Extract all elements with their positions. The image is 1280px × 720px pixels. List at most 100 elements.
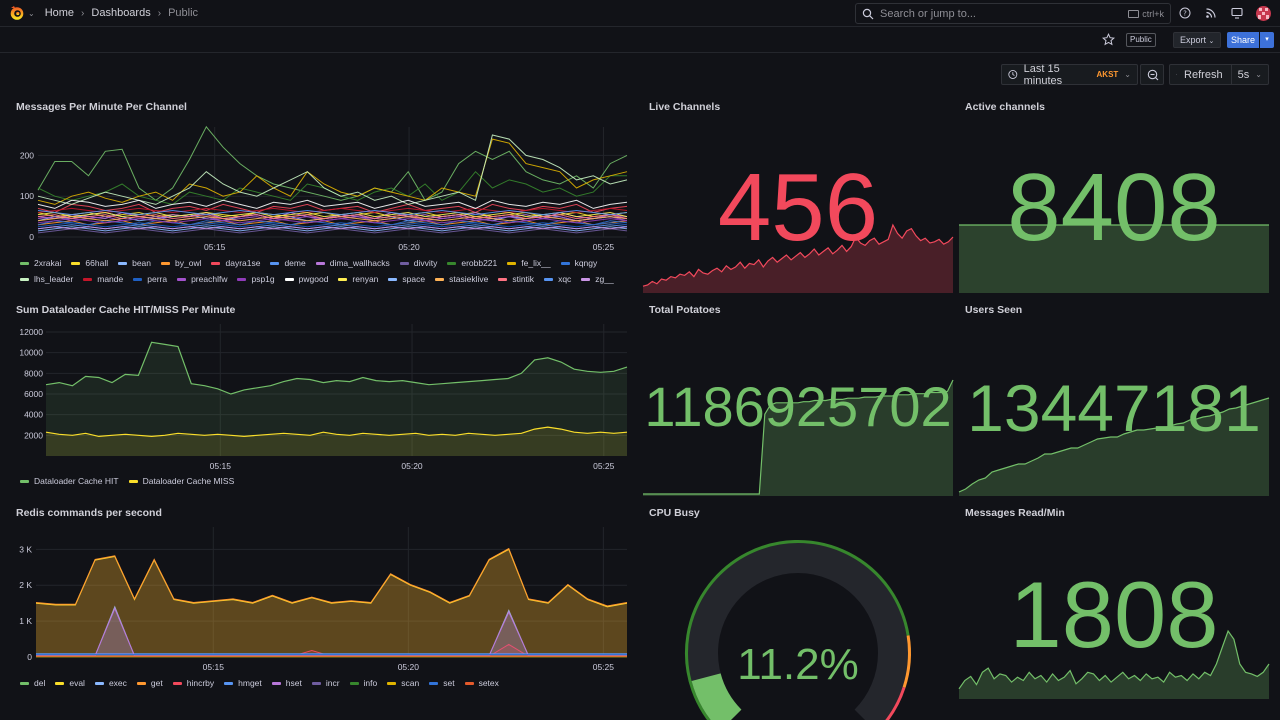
legend-swatch: [507, 261, 517, 265]
legend-item[interactable]: incr: [311, 678, 340, 688]
legend-label: erobb221: [461, 258, 498, 268]
legend-label: scan: [401, 678, 420, 688]
breadcrumb-home[interactable]: Home: [44, 7, 75, 19]
legend-item[interactable]: divvity: [399, 258, 437, 268]
legend-item[interactable]: set: [429, 678, 455, 688]
legend-item[interactable]: perra: [133, 274, 167, 284]
legend-item[interactable]: erobb221: [447, 258, 497, 268]
legend-swatch: [429, 681, 439, 685]
legend-item[interactable]: Dataloader Cache HIT: [20, 476, 119, 486]
legend-item[interactable]: psp1g: [237, 274, 275, 284]
series-line: [37, 224, 628, 230]
gauge-threshold-orange: [901, 635, 911, 688]
legend-swatch: [20, 261, 29, 265]
chevron-down-icon: ⌄: [1208, 38, 1215, 45]
legend-swatch: [464, 681, 474, 685]
legend-item[interactable]: 2xrakai: [20, 258, 61, 268]
legend-item[interactable]: xqc: [544, 274, 571, 284]
search-input[interactable]: Search or jump to... ctrl+k: [855, 3, 1171, 24]
legend-item[interactable]: del: [20, 678, 45, 688]
y-tick-label: 6000: [24, 389, 43, 399]
legend-label: 66hall: [85, 258, 109, 268]
series-line: [37, 228, 628, 234]
public-badge[interactable]: Public: [1126, 33, 1156, 47]
legend-swatch: [55, 681, 65, 685]
legend-item[interactable]: scan: [387, 678, 419, 688]
legend-item[interactable]: renyan: [338, 274, 378, 284]
legend-item[interactable]: lhs_leader: [20, 274, 73, 284]
refresh-interval[interactable]: 5s: [1237, 68, 1250, 81]
legend-item[interactable]: fe_lix__: [507, 258, 551, 268]
kiosk-monitor-icon[interactable]: [1231, 7, 1243, 19]
grafana-logo-icon[interactable]: [9, 5, 25, 21]
legend-item[interactable]: bean: [118, 258, 151, 268]
series-line: [37, 211, 628, 220]
legend-item[interactable]: space: [388, 274, 425, 284]
chevron-down-icon: ⌄: [1124, 70, 1131, 79]
legend-swatch: [237, 277, 247, 281]
legend-item[interactable]: deme: [270, 258, 306, 268]
legend-label: fe_lix__: [521, 258, 551, 268]
logo-chevron-down-icon[interactable]: ⌄: [28, 8, 35, 18]
legend-item[interactable]: stintik: [498, 274, 534, 284]
y-tick-label: 8000: [24, 368, 43, 378]
legend-item[interactable]: exec: [94, 678, 127, 688]
export-label: Export: [1180, 35, 1207, 45]
y-tick-label: 1 K: [19, 616, 32, 626]
legend-item[interactable]: hmget: [224, 678, 262, 688]
legend-swatch: [311, 681, 321, 685]
time-range-picker[interactable]: Last 15 minutes AKST ⌄: [1001, 63, 1138, 87]
messages-read-sparkline: [958, 629, 1270, 699]
series-line: [37, 125, 628, 201]
legend-swatch: [435, 277, 445, 281]
legend-swatch: [387, 681, 397, 685]
y-tick-label: 200: [20, 150, 34, 160]
legend-label: Dataloader Cache MISS: [142, 476, 235, 486]
breadcrumb-dashboards[interactable]: Dashboards: [91, 7, 151, 19]
series-line: [45, 426, 628, 438]
legend-item[interactable]: dima_wallhacks: [315, 258, 390, 268]
legend-item[interactable]: kqngy: [560, 258, 597, 268]
legend-item[interactable]: by_owl: [161, 258, 201, 268]
legend-item[interactable]: get: [136, 678, 163, 688]
gauge-value: 11.2%: [737, 640, 859, 689]
star-icon[interactable]: [1102, 33, 1115, 46]
keyboard-icon: [1128, 9, 1140, 18]
help-icon[interactable]: ?: [1179, 7, 1191, 19]
share-chevron-down-icon[interactable]: ▾: [1260, 32, 1274, 48]
legend-item[interactable]: mande: [83, 274, 123, 284]
refresh-button[interactable]: Refresh 5s ⌄: [1169, 64, 1269, 85]
share-button[interactable]: Share: [1227, 32, 1259, 48]
legend-item[interactable]: stasieklive: [435, 274, 488, 284]
legend-item[interactable]: hset: [271, 678, 302, 688]
y-tick-label: 12000: [19, 327, 43, 337]
panel-title: Sum Dataloader Cache HIT/MISS Per Minute: [16, 304, 236, 316]
legend-item[interactable]: setex: [464, 678, 499, 688]
legend-item[interactable]: pwgood: [284, 274, 328, 284]
stat-value: 1808: [1009, 562, 1219, 667]
legend-item[interactable]: eval: [55, 678, 85, 688]
legend-swatch: [211, 261, 221, 265]
legend-swatch: [177, 277, 187, 281]
legend-swatch: [270, 261, 280, 265]
series-line: [37, 218, 628, 224]
legend-item[interactable]: hincrby: [172, 678, 214, 688]
legend-label: dayra1se: [225, 258, 261, 268]
user-avatar[interactable]: [1256, 6, 1271, 21]
export-button[interactable]: Export ⌄: [1173, 32, 1222, 48]
legend-item[interactable]: dayra1se: [211, 258, 260, 268]
legend-swatch: [498, 277, 508, 281]
legend-label: mande: [97, 274, 124, 284]
x-tick-label: 05:15: [204, 242, 226, 252]
legend-item[interactable]: Dataloader Cache MISS: [128, 476, 235, 486]
legend-item[interactable]: zg__: [581, 274, 614, 284]
legend-label: renyan: [352, 274, 379, 284]
zoom-out-button[interactable]: [1140, 64, 1164, 85]
chart-legend: 2xrakai 66hall bean by_owl dayra1se deme dima_…: [20, 258, 628, 284]
sparkline-area: [959, 631, 1269, 699]
legend-item[interactable]: 66hall: [71, 258, 108, 268]
rss-news-icon[interactable]: [1205, 7, 1217, 19]
sparkline-line: [642, 223, 954, 287]
legend-item[interactable]: preachlfw: [177, 274, 227, 284]
legend-item[interactable]: info: [349, 678, 377, 688]
